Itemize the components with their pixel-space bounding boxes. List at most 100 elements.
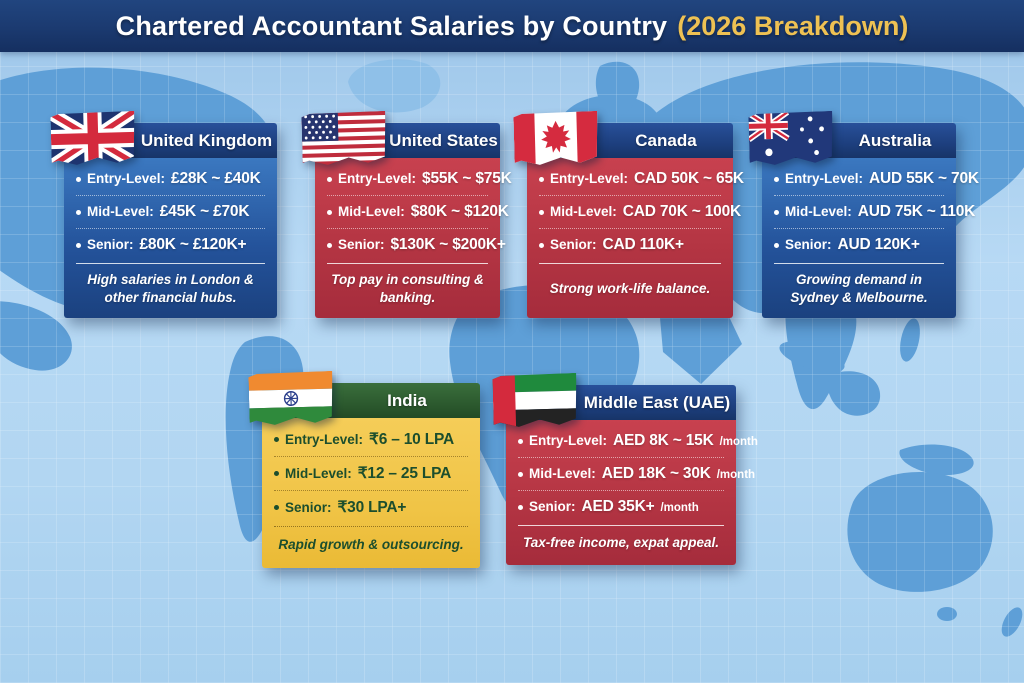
card-header: Canada [527, 123, 733, 158]
salary-row-mid: Mid-Level: £45K ~ £70K [74, 196, 267, 228]
card-header: Australia [762, 123, 956, 158]
card-body: Entry-Level: AED 8K ~ 15K/month Mid-Leve… [506, 420, 758, 565]
bullet-icon [539, 176, 544, 182]
bullet-icon [539, 242, 544, 248]
row-value: AED 18K ~ 30K [601, 465, 711, 482]
row-label: Senior: [550, 237, 597, 252]
bullet-icon [327, 176, 332, 182]
bullet-icon [274, 437, 279, 442]
row-value: $80K ~ $120K [410, 203, 509, 220]
canada-flag-icon [514, 112, 598, 165]
row-label: Entry-Level: [285, 432, 364, 447]
row-value: ₹12 – 25 LPA [357, 465, 452, 482]
row-value: £28K ~ £40K [171, 170, 261, 187]
country-name: United States [389, 130, 498, 150]
bullet-icon [274, 505, 279, 510]
bullet-icon [76, 176, 81, 182]
row-value: AUD 55K ~ 70K [869, 170, 979, 187]
card-note: Growing demand in Sydney & Melbourne. [790, 271, 928, 305]
card-header: Middle East (UAE) [506, 385, 736, 420]
row-value: AED 8K ~ 15K [613, 432, 714, 449]
note-separator [76, 263, 265, 264]
row-separator [76, 228, 265, 229]
card-header: India [262, 383, 480, 418]
row-value: $130K ~ $200K+ [390, 236, 506, 253]
row-label: Entry-Level: [87, 171, 166, 186]
card-body: Entry-Level: CAD 50K ~ 65K Mid-Level: CA… [527, 158, 744, 318]
row-value: CAD 110K+ [602, 236, 685, 253]
card-note: Top pay in consulting & banking. [331, 271, 484, 305]
row-label: Mid-Level: [285, 466, 352, 481]
country-name: India [387, 390, 427, 410]
row-label: Entry-Level: [785, 171, 864, 186]
row-suffix: /month [660, 502, 699, 514]
country-card-india: India Entry-Level: ₹6 – 10 LPA Mid-Level… [262, 383, 480, 568]
note-separator [539, 263, 721, 264]
page-header: Chartered Accountant Salaries by Country… [0, 0, 1024, 52]
row-value: AED 35K+ [581, 498, 655, 515]
row-separator [518, 457, 724, 458]
bullet-icon [539, 209, 544, 215]
row-value: CAD 50K ~ 65K [634, 170, 744, 187]
card-body: Entry-Level: $55K ~ $75K Mid-Level: $80K… [315, 158, 512, 318]
row-label: Senior: [785, 237, 832, 252]
card-body: Entry-Level: ₹6 – 10 LPA Mid-Level: ₹12 … [262, 418, 480, 568]
row-separator [539, 228, 721, 229]
row-label: Entry-Level: [338, 171, 417, 186]
row-separator [327, 195, 488, 196]
country-name: Australia [858, 130, 932, 150]
row-separator [774, 228, 944, 229]
row-value: CAD 70K ~ 100K [622, 203, 742, 220]
row-label: Mid-Level: [338, 204, 405, 219]
country-card-us: United States Entry-Level: $55K ~ $75K M… [315, 123, 512, 318]
salary-row-mid: Mid-Level: CAD 70K ~ 100K [537, 196, 741, 228]
country-card-canada: Canada Entry-Level: CAD 50K ~ 65K Mid-Le… [527, 123, 744, 318]
salary-row-senior: Senior: ₹30 LPA+ [272, 491, 470, 524]
row-separator [539, 195, 721, 196]
card-note: Strong work-life balance. [549, 280, 711, 296]
note-separator [274, 526, 468, 527]
bullet-icon [327, 209, 332, 215]
salary-row-senior: Senior: CAD 110K+ [537, 229, 723, 261]
bullet-icon [518, 438, 523, 444]
row-label: Mid-Level: [87, 204, 154, 219]
row-value: $55K ~ $75K [422, 170, 512, 187]
card-header: United States [315, 123, 500, 158]
salary-row-senior: Senior: AUD 120K+ [772, 229, 946, 261]
row-label: Entry-Level: [529, 433, 608, 448]
row-label: Senior: [529, 499, 576, 514]
country-name: Middle East (UAE) [583, 392, 731, 412]
card-note: Tax-free income, expat appeal. [522, 535, 720, 551]
page-title: Chartered Accountant Salaries by Country [115, 10, 668, 41]
salary-row-entry: Entry-Level: ₹6 – 10 LPA [272, 423, 470, 456]
salary-row-mid: Mid-Level: ₹12 – 25 LPA [272, 457, 470, 490]
card-note: High salaries in London & other financia… [87, 271, 254, 305]
salary-row-entry: Entry-Level: CAD 50K ~ 65K [537, 163, 744, 195]
uk-flag-icon [51, 112, 135, 165]
country-card-uae: Middle East (UAE) Entry-Level: AED 8K ~ … [506, 385, 758, 565]
australia-flag-icon [749, 112, 833, 165]
row-separator [274, 490, 468, 491]
row-suffix: /month [719, 436, 758, 448]
bullet-icon [274, 471, 279, 476]
salary-row-mid: Mid-Level: AED 18K ~ 30K/month [516, 458, 755, 490]
note-separator [774, 263, 944, 264]
salary-row-senior: Senior: $130K ~ $200K+ [325, 229, 506, 261]
bullet-icon [76, 242, 81, 248]
row-label: Mid-Level: [529, 466, 596, 481]
row-label: Mid-Level: [550, 204, 617, 219]
bullet-icon [327, 242, 332, 248]
country-name: United Kingdom [140, 130, 273, 150]
row-label: Entry-Level: [550, 171, 629, 186]
row-separator [274, 456, 468, 457]
salary-row-entry: Entry-Level: $55K ~ $75K [325, 163, 512, 195]
row-label: Senior: [285, 500, 332, 515]
row-value: ₹6 – 10 LPA [369, 431, 454, 448]
bullet-icon [518, 471, 523, 477]
salary-row-entry: Entry-Level: £28K ~ £40K [74, 163, 267, 195]
row-value: AUD 75K ~ 110K [857, 203, 976, 220]
row-label: Senior: [338, 237, 385, 252]
salary-row-senior: Senior: AED 35K+ /month [516, 491, 726, 523]
row-value: ₹30 LPA+ [337, 499, 407, 516]
